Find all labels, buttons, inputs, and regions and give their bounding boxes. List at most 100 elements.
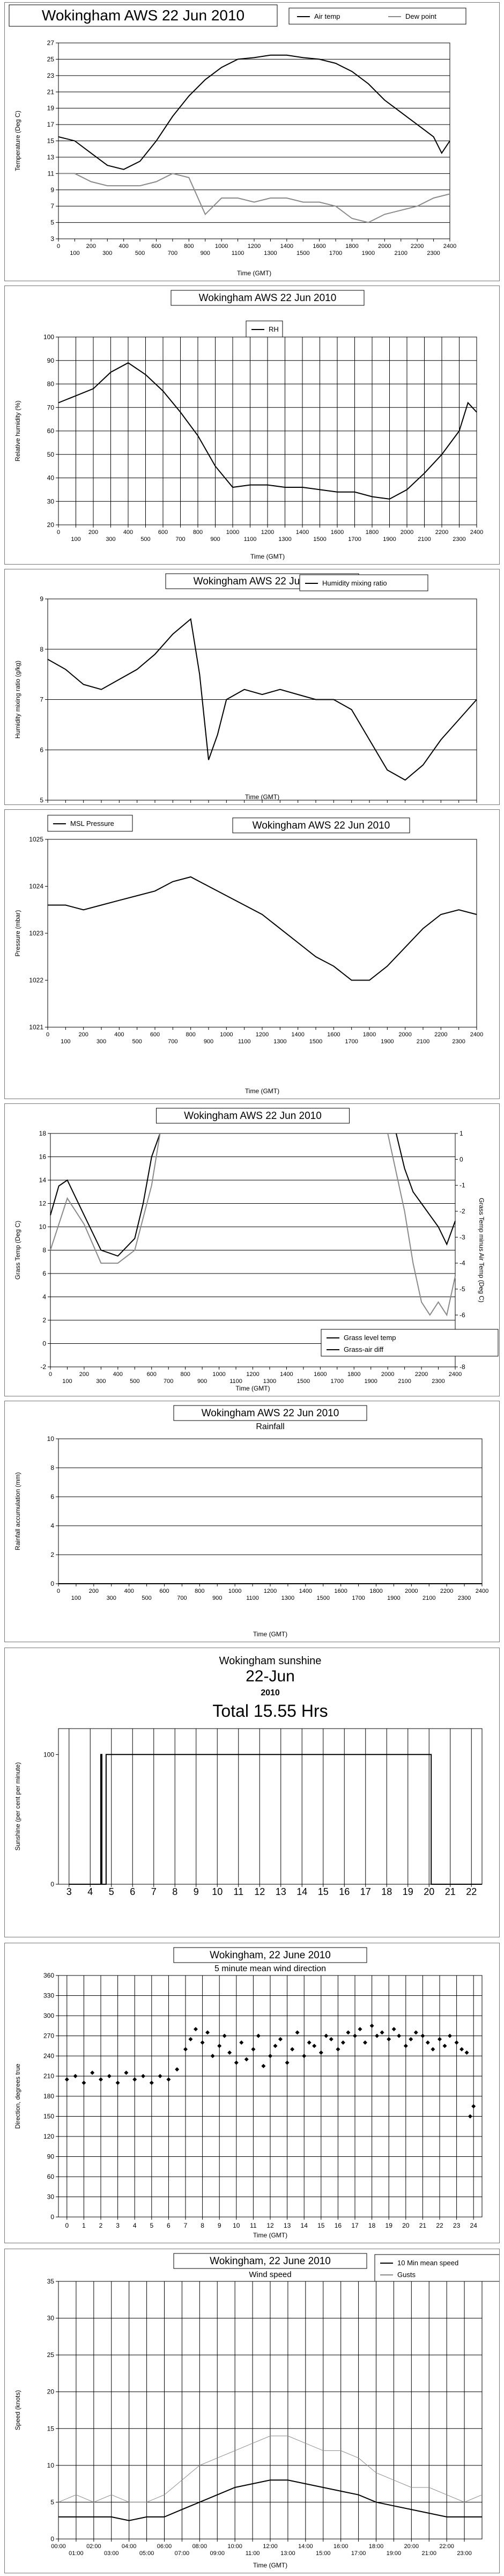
y-tick-label: 1024 [29, 883, 43, 890]
data-point [141, 2074, 145, 2079]
x-tick-label: 24 [470, 2222, 478, 2229]
x-tick-label: 1900 [383, 536, 396, 543]
legend-label: Dew point [405, 12, 436, 20]
x-tick-label: 15:00 [316, 2550, 331, 2557]
y-tick-label: 150 [43, 2113, 54, 2120]
x-tick-label: 8 [172, 1886, 177, 1897]
series-line [58, 2479, 482, 2521]
x-tick-label: 100 [70, 250, 79, 257]
data-point [268, 2054, 272, 2058]
x-tick-label: 1400 [280, 1371, 293, 1378]
y-tick-label: 40 [47, 474, 55, 482]
data-point [471, 2104, 476, 2109]
chart-svg: 1021 1022 1023 1024 1025 0 200 400 600 800 1000 120… [14, 815, 483, 1095]
y-tick-label: 30 [47, 2193, 55, 2201]
x-tick-label: 7 [151, 1886, 157, 1897]
y-tick-label: 9 [50, 186, 54, 194]
chart-svg: 3 5 7 9 11 13 15 17 19 21 23 25 27 0 200 400 600 800 1000 1… [9, 4, 466, 277]
y-tick-label: 60 [47, 427, 55, 435]
y-tick-label: 13 [47, 153, 55, 161]
x-tick-label: 1100 [238, 1038, 251, 1045]
y-tick-label: 5 [40, 796, 43, 804]
y-tick-label: 21 [47, 88, 55, 96]
y-axis-label: Temperature (Deg C) [14, 111, 21, 171]
data-point [273, 2044, 278, 2048]
chart-subtitle: 5 minute mean wind direction [214, 1964, 326, 1973]
x-tick-label: 15 [318, 1886, 329, 1897]
legend-label: Humidity mixing ratio [322, 579, 387, 587]
series-line [58, 173, 450, 223]
x-tick-label: 1000 [215, 243, 228, 250]
y-axis-label: Relative humidity (%) [14, 400, 21, 461]
x-tick-label: 1700 [352, 1595, 365, 1601]
y2-tick-label: -5 [459, 1285, 465, 1293]
x-tick-label: 1500 [313, 536, 326, 543]
data-point [132, 2077, 137, 2082]
data-point [380, 2030, 384, 2035]
y-tick-label: 23 [47, 72, 55, 79]
x-tick-label: 2400 [449, 1371, 462, 1378]
x-tick-label: 20 [402, 2222, 410, 2229]
y-tick-label: 20 [47, 521, 55, 529]
y-tick-label: 12 [39, 1200, 47, 1208]
data-point [205, 2030, 210, 2035]
data-point [175, 2067, 180, 2072]
x-tick-label: 700 [164, 1378, 173, 1385]
x-tick-label: 700 [168, 250, 177, 257]
x-tick-label: 1600 [331, 529, 344, 536]
x-tick-label: 13 [276, 1886, 286, 1897]
legend-label: RH [269, 325, 279, 333]
title-box [156, 1108, 350, 1124]
data-point [442, 2044, 447, 2048]
chart-panel-8: 0 30 60 90 120 150 180 210 240 270 300 330 360 0 1 2 3 4 5… [4, 1943, 500, 2243]
x-axis-label: Time (GMT) [253, 1630, 287, 1638]
x-tick-label: 2300 [432, 1378, 444, 1385]
data-point [200, 2040, 205, 2045]
y-axis-label: Rainfall accumulation (mm) [14, 1472, 21, 1550]
data-point [234, 2060, 239, 2065]
y-tick-label: 15 [47, 137, 55, 145]
x-tick-label: 1300 [281, 1595, 294, 1601]
legend-label: Gusts [397, 2271, 416, 2279]
chart-panel-3: 5678902004006008001000120014001600180020… [4, 569, 500, 805]
data-point [158, 2074, 162, 2079]
y2-tick-label: 1 [459, 1130, 463, 1137]
x-tick-label: 00:00 [51, 2543, 66, 2550]
y-tick-label: 2 [42, 1316, 46, 1324]
x-tick-label: 1300 [278, 536, 291, 543]
x-tick-label: 5 [150, 2222, 153, 2229]
x-tick-label: 900 [201, 250, 210, 257]
chart-title: Wokingham AWS 22 Jun 2010 [42, 7, 244, 24]
chart-title: Wokingham AWS 22 Jun 2010 [199, 292, 337, 304]
y-tick-label: 60 [47, 2173, 55, 2180]
x-tick-label: 100 [62, 1378, 72, 1385]
chart-title: Wokingham, 22 June 2010 [210, 1950, 331, 1961]
legend-label: Grass level temp [344, 1334, 396, 1342]
y-tick-label: 70 [47, 404, 55, 411]
x-tick-label: 2100 [418, 536, 431, 543]
x-tick-label: 800 [186, 1031, 195, 1038]
x-tick-label: 1900 [387, 1595, 400, 1601]
chart-panel-5: -2024681012141618-8-7-6-5-4-3-2-101Grass… [4, 1103, 500, 1396]
x-tick-label: 06:00 [157, 2543, 172, 2550]
chart-panel-1: 3 5 7 9 11 13 15 17 19 21 23 25 27 0 200 400 600 800 1000 1… [4, 2, 500, 281]
x-tick-label: 01:00 [69, 2550, 84, 2557]
data-point [285, 2060, 290, 2065]
x-tick-label: 21 [419, 2222, 427, 2229]
x-tick-label: 3 [116, 2222, 120, 2229]
data-point [210, 2054, 215, 2058]
y-tick-label: 35 [47, 2278, 55, 2285]
chart-svg: 0 100 3 4 5 6 7 8 9 10 11 12 13 14 15 16 17 18 19 20 21 22 Sun… [14, 1655, 483, 1897]
data-point [336, 2047, 340, 2052]
x-tick-label: 1400 [280, 243, 293, 250]
data-point [329, 2037, 333, 2041]
y-tick-label: 30 [47, 2315, 55, 2322]
chart-total: Total 15.55 Hrs [212, 1701, 328, 1721]
x-tick-label: 600 [159, 1588, 169, 1594]
y-tick-label: 19 [47, 105, 55, 112]
x-tick-label: 1500 [309, 1038, 322, 1045]
x-tick-label: 100 [71, 1595, 81, 1601]
data-point [391, 2027, 396, 2031]
